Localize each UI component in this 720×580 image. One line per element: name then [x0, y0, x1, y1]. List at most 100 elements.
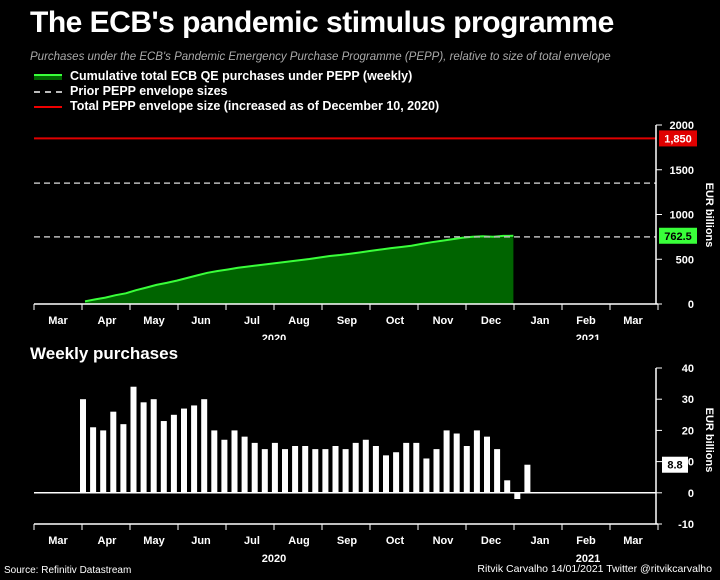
legend-item-total: Total PEPP envelope size (increased as o…	[34, 98, 439, 113]
bottom-y-tick-label: 0	[688, 488, 694, 500]
bottom-x-tick-label: Feb	[576, 535, 596, 547]
weekly-bar	[100, 430, 107, 493]
weekly-bar	[413, 442, 420, 493]
weekly-bar	[150, 399, 157, 493]
top-x-tick-label: Jan	[531, 315, 550, 327]
weekly-bar	[181, 408, 187, 493]
weekly-bar	[282, 449, 288, 493]
weekly-bar	[170, 414, 177, 493]
bottom-x-tick-label: Mar	[623, 535, 643, 547]
top-x-tick-label: Jun	[191, 315, 211, 327]
bottom-y-tick-label: 30	[682, 394, 694, 406]
weekly-bar	[362, 439, 369, 493]
weekly-bar	[140, 402, 147, 493]
bottom-y-tick-label: -10	[678, 519, 694, 531]
legend-item-cumulative: Cumulative total ECB QE purchases under …	[34, 68, 439, 83]
top-y-tick-label: 1500	[670, 165, 694, 177]
cumulative-line	[84, 234, 514, 303]
cumulative-end-value-label: 762.5	[664, 231, 692, 243]
cumulative-chart: 0 500 1000 1500 2000 EUR billions Mar Apr May Jun…	[33, 120, 715, 340]
weekly-heading: Weekly purchases	[30, 344, 179, 363]
bottom-y-tick-label: 20	[682, 425, 694, 437]
weekly-bar	[251, 442, 258, 493]
cumulative-end-label-box	[659, 227, 697, 244]
top-x-tick-label: Oct	[386, 315, 405, 327]
bottom-x-tick-label: Oct	[386, 535, 405, 547]
bottom-x-tick-label: Jul	[244, 535, 260, 547]
top-x-tick-label: Apr	[98, 315, 118, 327]
weekly-bar	[90, 427, 97, 493]
top-y-tick-label: 2000	[670, 120, 694, 132]
top-x-tick-label: Aug	[288, 315, 309, 327]
weekly-bar	[322, 449, 329, 493]
weekly-bar	[231, 430, 238, 493]
bottom-x-tick-label: Aug	[288, 535, 309, 547]
legend-label-total: Total PEPP envelope size (increased as o…	[70, 98, 440, 113]
top-x-tick-label: Mar	[48, 315, 68, 327]
weekly-bar	[332, 446, 339, 493]
top-x-tick-label: Dec	[481, 315, 501, 327]
weekly-bar	[393, 452, 400, 493]
weekly-bar	[524, 464, 531, 493]
legend-swatch-prior	[34, 90, 62, 93]
top-x-tick-label: Feb	[576, 315, 596, 327]
weekly-bar	[120, 424, 127, 493]
top-x-tick-label: Sep	[337, 315, 357, 327]
legend-swatch-total	[34, 105, 62, 108]
weekly-bar	[261, 449, 268, 493]
weekly-bar	[514, 492, 521, 500]
weekly-bar	[221, 439, 228, 493]
bottom-y-axis-label: EUR billions	[703, 408, 715, 473]
weekly-bar	[403, 442, 410, 493]
bottom-x-tick-label: Mar	[48, 535, 68, 547]
envelope-total-value-label: 1,850	[664, 133, 692, 145]
weekly-bar	[352, 442, 359, 493]
credit-note: Ritvik Carvalho 14/01/2021 Twitter @ritv…	[477, 563, 712, 575]
legend-swatch-cumulative	[34, 71, 62, 81]
bottom-x-tick-label: Apr	[98, 535, 118, 547]
top-x-tick-label: May	[143, 315, 165, 327]
weekly-bar	[383, 455, 389, 493]
weekly-bar	[484, 436, 490, 493]
top-year-label: 2021	[576, 333, 600, 340]
bottom-year-label: 2020	[262, 553, 286, 565]
legend-label-cumulative: Cumulative total ECB QE purchases under …	[70, 68, 413, 83]
bottom-x-tick-label: May	[143, 535, 165, 547]
weekly-bar	[443, 430, 450, 493]
weekly-bar	[494, 449, 501, 493]
chart-title: The ECB's pandemic stimulus programme	[30, 6, 614, 39]
weekly-bar	[433, 449, 440, 493]
weekly-bar	[80, 399, 86, 493]
weekly-bar	[292, 446, 299, 493]
envelope-total-label-box	[659, 130, 697, 147]
weekly-bar	[423, 458, 430, 493]
legend-label-prior: Prior PEPP envelope sizes	[70, 83, 228, 98]
weekly-bar	[191, 405, 198, 493]
weekly-end-value-label: 8.8	[667, 460, 682, 472]
bottom-x-tick-label: Jun	[191, 535, 211, 547]
weekly-bar	[110, 411, 117, 493]
weekly-bar	[241, 436, 248, 493]
weekly-bar	[201, 399, 208, 493]
top-y-tick-label: 0	[688, 299, 694, 311]
weekly-bar	[312, 449, 319, 493]
bottom-x-tick-label: Sep	[337, 535, 357, 547]
top-y-tick-label: 500	[676, 254, 694, 266]
top-year-label: 2020	[262, 333, 286, 340]
bottom-x-tick-label: Jan	[531, 535, 550, 547]
cumulative-area	[85, 235, 514, 304]
weekly-bar	[342, 449, 349, 493]
chart-subtitle: Purchases under the ECB's Pandemic Emerg…	[30, 51, 611, 63]
bottom-x-tick-label: Nov	[433, 535, 455, 547]
legend: Cumulative total ECB QE purchases under …	[34, 68, 439, 113]
weekly-bar	[453, 433, 460, 493]
top-x-tick-label: Nov	[433, 315, 455, 327]
bottom-x-tick-label: Dec	[481, 535, 501, 547]
top-x-tick-label: Jul	[244, 315, 260, 327]
source-note: Source: Refinitiv Datastream	[4, 565, 132, 576]
weekly-bar	[211, 430, 218, 493]
legend-item-prior: Prior PEPP envelope sizes	[34, 83, 439, 98]
weekly-bar	[130, 386, 137, 493]
weekly-end-label-box	[662, 456, 688, 473]
